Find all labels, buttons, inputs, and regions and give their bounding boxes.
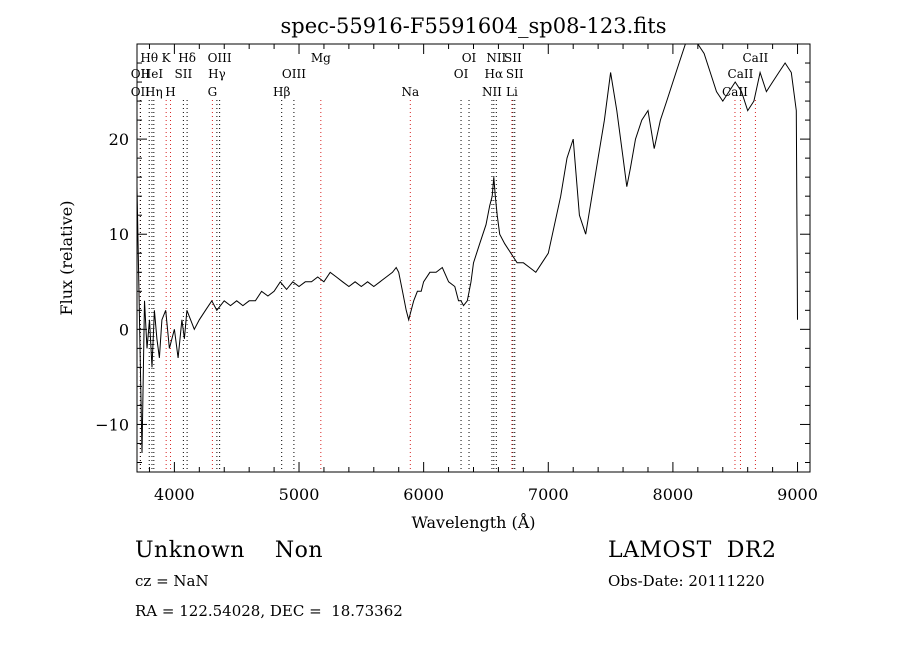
line-marker-label: NII [486, 51, 506, 65]
line-marker-label: SII [506, 67, 524, 81]
line-marker-label: OIII [282, 67, 306, 81]
line-marker-label: CaII [728, 67, 754, 81]
spectrum-line [136, 43, 798, 454]
coordinates-label: RA = 122.54028, DEC = 18.73362 [135, 602, 403, 620]
redshift-label: cz = NaN [135, 572, 209, 590]
object-class-label: Unknown Non [135, 538, 324, 563]
x-axis-label: Wavelength (Å) [411, 512, 535, 532]
line-marker-label: CaII [742, 51, 768, 65]
chart-title: spec-55916-F5591604_sp08-123.fits [280, 14, 666, 38]
y-tick-label: 10 [109, 225, 129, 244]
line-marker-label: Hδ [178, 51, 196, 65]
line-marker-label: Hβ [273, 85, 290, 99]
y-tick-label: −10 [95, 415, 129, 434]
line-marker-label: OI [454, 67, 469, 81]
line-marker-label: OII [131, 67, 151, 81]
line-marker-label: H [165, 85, 175, 99]
line-marker-label: G [208, 85, 218, 99]
line-marker-label: NII [482, 85, 502, 99]
line-marker-label: HeI [141, 67, 164, 81]
line-marker-label: Hα [485, 67, 504, 81]
line-marker-label: Li [506, 85, 518, 99]
line-marker-label: Hγ [208, 67, 226, 81]
y-tick-label: 0 [119, 320, 129, 339]
line-marker-label: K [162, 51, 172, 65]
y-axis-label: Flux (relative) [57, 201, 76, 316]
line-marker-label: Na [401, 85, 419, 99]
survey-label: LAMOST DR2 [608, 538, 777, 563]
x-tick-label: 9000 [777, 485, 818, 504]
line-marker-label: OII [131, 85, 151, 99]
line-marker-label: Hη [145, 85, 163, 99]
axis-ticks: 4000 5000 6000 7000 8000 9000 −10 0 10 20 [95, 44, 818, 504]
line-marker-label: OIII [208, 51, 232, 65]
line-marker-label: OI [462, 51, 477, 65]
x-tick-label: 8000 [653, 485, 694, 504]
line-marker-label: Mg [311, 51, 331, 65]
plot-frame [136, 43, 811, 473]
x-tick-label: 7000 [528, 485, 569, 504]
line-marker-label: Hθ [140, 51, 158, 65]
line-marker-label: CaII [722, 85, 748, 99]
obs-date-label: Obs-Date: 20111220 [608, 572, 765, 590]
y-tick-label: 20 [109, 130, 129, 149]
line-marker-label: SII [504, 51, 522, 65]
line-marker-label: SII [175, 67, 193, 81]
x-tick-label: 5000 [279, 485, 320, 504]
x-tick-label: 6000 [403, 485, 444, 504]
x-tick-label: 4000 [154, 485, 195, 504]
